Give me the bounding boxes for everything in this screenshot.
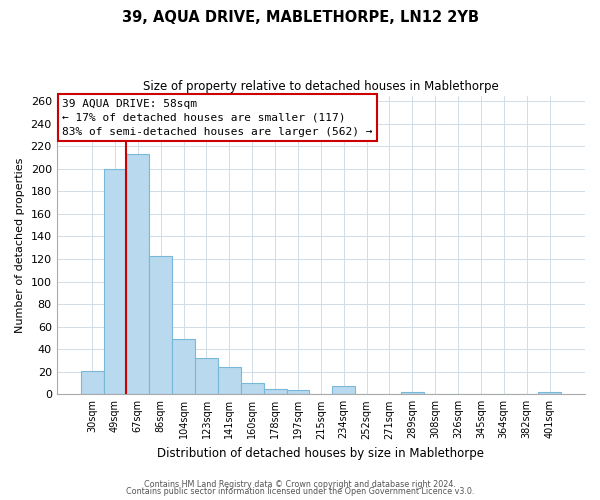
Bar [149, 256, 172, 394]
Bar [241, 383, 263, 394]
Title: Size of property relative to detached houses in Mablethorpe: Size of property relative to detached ho… [143, 80, 499, 93]
Bar [287, 390, 310, 394]
Text: 39, AQUA DRIVE, MABLETHORPE, LN12 2YB: 39, AQUA DRIVE, MABLETHORPE, LN12 2YB [121, 10, 479, 25]
Bar [172, 339, 195, 394]
Bar [80, 370, 104, 394]
Text: Contains public sector information licensed under the Open Government Licence v3: Contains public sector information licen… [126, 487, 474, 496]
Bar [195, 358, 218, 395]
Bar [104, 169, 127, 394]
Bar [538, 392, 561, 394]
Bar [401, 392, 424, 394]
Text: 39 AQUA DRIVE: 58sqm
← 17% of detached houses are smaller (117)
83% of semi-deta: 39 AQUA DRIVE: 58sqm ← 17% of detached h… [62, 98, 373, 136]
Y-axis label: Number of detached properties: Number of detached properties [15, 157, 25, 332]
Bar [332, 386, 355, 394]
Bar [127, 154, 149, 394]
Bar [263, 388, 287, 394]
Text: Contains HM Land Registry data © Crown copyright and database right 2024.: Contains HM Land Registry data © Crown c… [144, 480, 456, 489]
Bar [218, 367, 241, 394]
X-axis label: Distribution of detached houses by size in Mablethorpe: Distribution of detached houses by size … [157, 447, 484, 460]
